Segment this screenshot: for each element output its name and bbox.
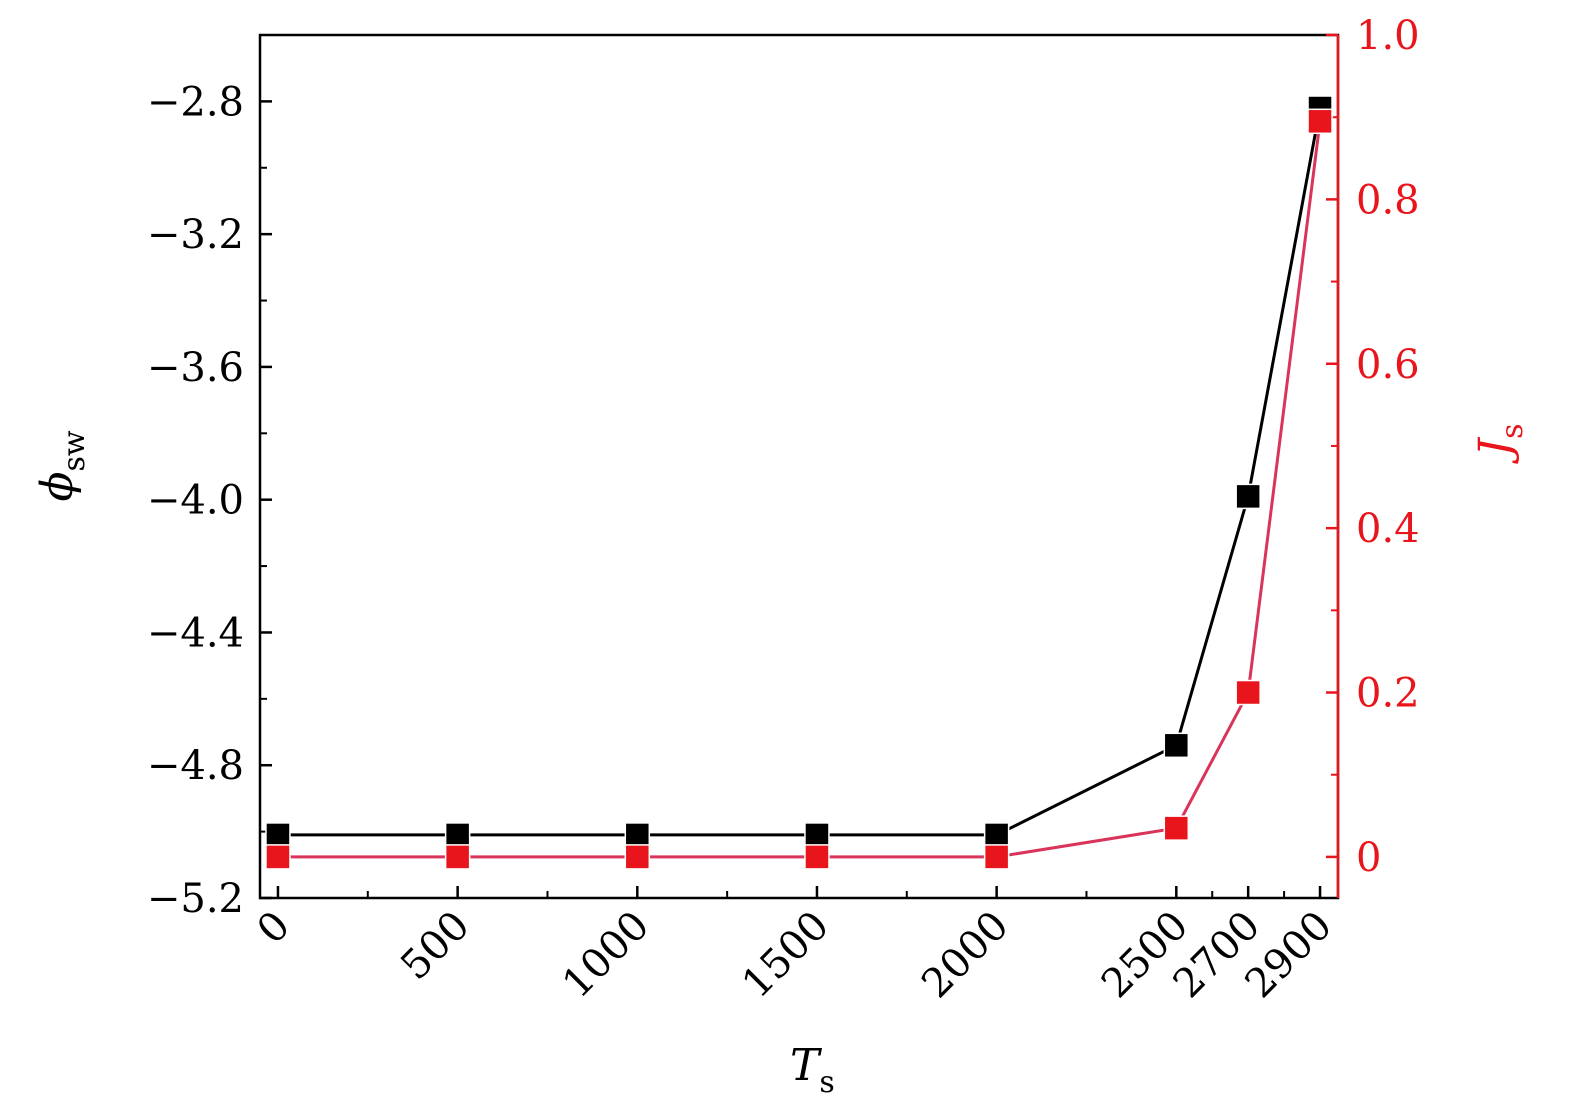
right-y-axis-title: Js	[1470, 423, 1530, 464]
x-axis-title-subscript: s	[819, 1065, 834, 1100]
js-point	[265, 844, 291, 870]
left-tick-label: −2.8	[147, 79, 244, 125]
x-axis-title: Ts	[790, 1040, 835, 1100]
x-tick-label: 2000	[913, 903, 1018, 1008]
left-y-axis-title: ϕsw	[32, 430, 92, 501]
phi-sw-point	[265, 822, 291, 848]
right-tick-label: 0.8	[1356, 177, 1420, 223]
right-y-axis-title-main: J	[1470, 437, 1521, 465]
phi-sw-point	[444, 822, 471, 848]
x-tick-label: 0	[249, 903, 300, 954]
js-point	[1307, 108, 1333, 135]
js-point	[1235, 679, 1261, 706]
x-tick-label: 500	[392, 903, 479, 990]
x-tick-label: 1500	[734, 903, 839, 1008]
right-tick-label: 1.0	[1356, 13, 1420, 59]
right-tick-label: 0.4	[1356, 506, 1420, 552]
js-point	[444, 844, 471, 870]
left-y-axis: −5.2 −4.8 −4.4 −4.0 −3.6 −3.2 −2.8	[147, 79, 272, 922]
left-tick-label: −5.2	[147, 876, 244, 922]
js-line	[277, 121, 1322, 859]
right-tick-label: 0	[1356, 835, 1381, 881]
phi-sw-point	[1235, 483, 1261, 510]
js-point	[624, 844, 651, 870]
phi-sw-point	[983, 822, 1010, 848]
left-tick-label: −4.0	[147, 478, 244, 524]
x-axis-title-main: T	[790, 1040, 823, 1091]
phi-sw-point	[1163, 732, 1190, 759]
left-tick-label: −3.2	[147, 212, 244, 258]
js-point	[1163, 815, 1190, 841]
left-tick-label: −4.8	[147, 743, 244, 789]
right-tick-label: 0.2	[1356, 671, 1420, 717]
right-y-axis: 0 0.2 0.4 0.6 0.8 1.0	[1326, 13, 1420, 898]
series-layer	[265, 95, 1333, 870]
phi-sw-point	[804, 822, 830, 848]
left-y-axis-title-main: ϕ	[32, 472, 83, 502]
x-tick-label: 1000	[554, 903, 659, 1008]
phi-sw-point	[624, 822, 651, 848]
js-point	[983, 844, 1010, 870]
right-tick-label: 0.6	[1356, 342, 1420, 388]
phi-sw-line	[277, 107, 1322, 837]
right-y-axis-title-subscript: s	[1495, 423, 1530, 438]
left-y-axis-title-subscript: sw	[57, 430, 92, 471]
js-point	[804, 844, 830, 870]
plot-frame	[258, 33, 1340, 900]
left-tick-label: −4.4	[147, 610, 244, 656]
left-tick-label: −3.6	[147, 345, 244, 391]
